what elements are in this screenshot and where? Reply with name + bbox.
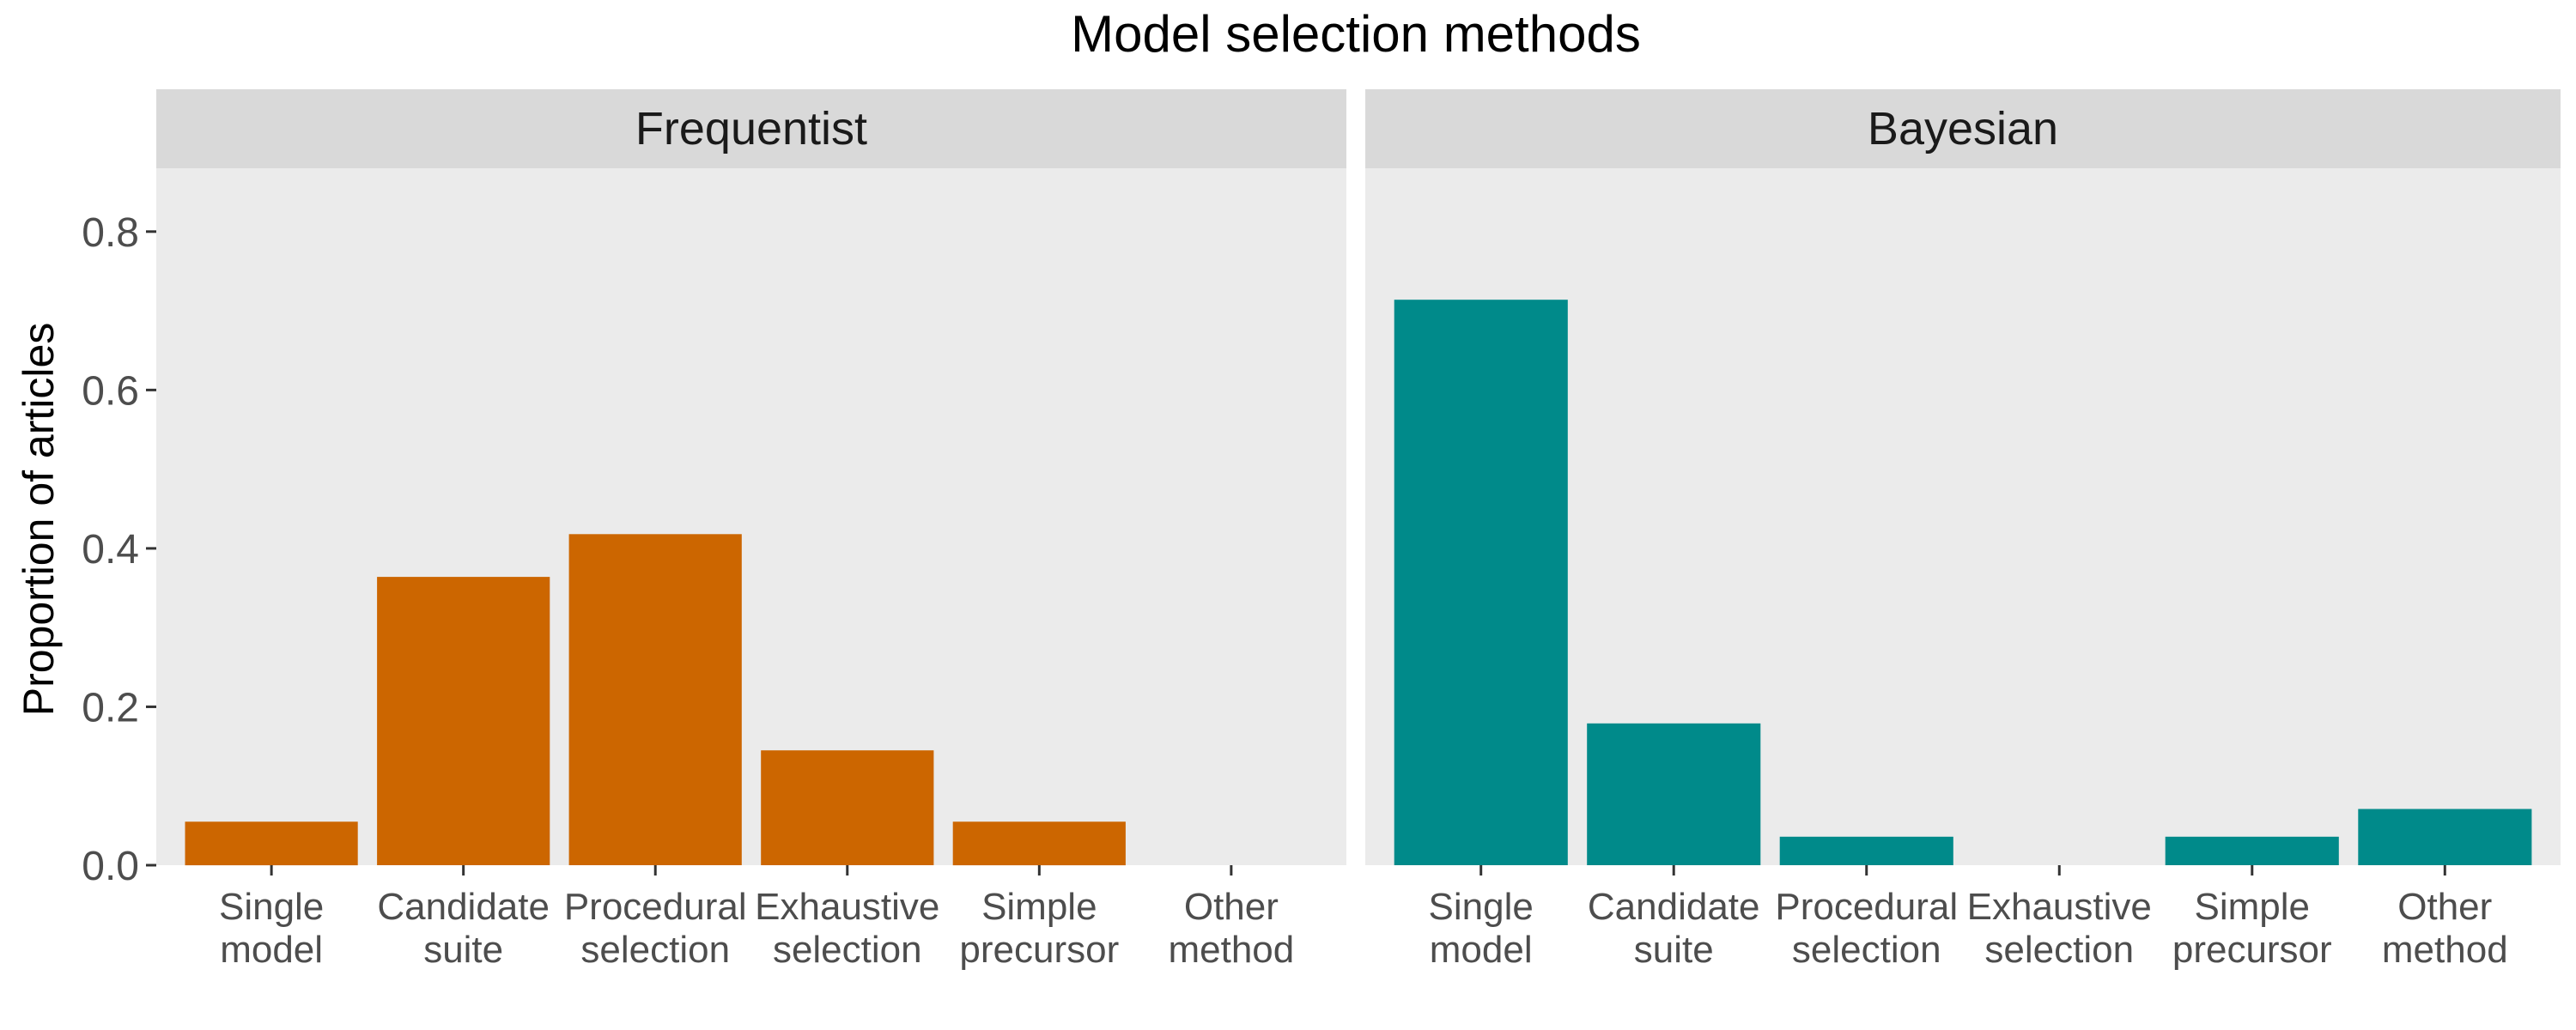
x-tick-label-line: Simple [2195,886,2311,928]
x-tick-label: Single model [1429,886,1534,971]
x-tick-label: Candidate suite [1588,886,1760,971]
x-tick-label-line: selection [773,929,922,971]
x-tick-label-line: Candidate [1588,886,1760,928]
x-tick-label: Procedural selection [1775,886,1958,971]
bar-frequentist-procedural-selection [568,534,742,865]
bar-frequentist-exhaustive-selection [761,750,934,865]
x-tick-label-line: suite [1634,929,1714,971]
bar-frequentist-candidate-suite [377,577,550,865]
bar-frequentist-single-model [185,821,358,866]
x-tick-label: Candidate suite [377,886,550,971]
facet-strip-label: Frequentist [635,103,867,154]
x-tick-label-line: Procedural [1775,886,1958,928]
x-tick-label: Exhaustive selection [755,886,939,971]
x-tick-label: Other method [1168,886,1294,971]
x-tick-label: Procedural selection [564,886,747,971]
x-tick-label-line: Candidate [377,886,550,928]
x-tick-label-line: selection [1984,929,2134,971]
y-axis-title: Proportion of articles [15,323,63,717]
x-tick-label-line: precursor [959,929,1119,971]
x-tick-label-line: selection [1792,929,1941,971]
x-tick-label-line: precursor [2172,929,2332,971]
x-tick-label-line: model [220,929,323,971]
y-tick-label: 0.6 [82,368,139,414]
y-axis: 0.0 0.2 0.4 0.6 0.8 [82,210,156,889]
y-tick-label: 0.4 [82,527,139,573]
x-tick-label: Exhaustive selection [1967,886,2152,971]
x-tick-label-line: Other [2397,886,2492,928]
bar-bayesian-candidate-suite [1587,723,1761,865]
x-tick-label-line: Single [219,886,324,928]
y-tick-label: 0.0 [82,844,139,889]
x-tick-label-line: Other [1184,886,1279,928]
x-tick-label-line: model [1430,929,1533,971]
x-tick-label-line: Procedural [564,886,747,928]
facet-strip [1365,89,2561,168]
chart-title: Model selection methods [1071,5,1641,63]
facet-strip [156,89,1346,168]
x-tick-label-line: Simple [981,886,1097,928]
bar-frequentist-simple-precursor [952,821,1126,866]
x-tick-label: Other method [2382,886,2508,971]
bar-bayesian-procedural-selection [1779,836,1953,865]
bar-bayesian-single-model [1394,300,1568,865]
x-tick-label: Single model [219,886,324,971]
bar-bayesian-simple-precursor [2165,836,2339,865]
x-tick-label: Simple precursor [959,886,1119,971]
bar-bayesian-other-method [2358,809,2532,865]
y-tick-label: 0.8 [82,210,139,256]
facet-strip-label: Bayesian [1868,103,2058,154]
x-tick-label-line: selection [580,929,730,971]
x-tick-label-line: method [1168,929,1294,971]
x-tick-label: Simple precursor [2172,886,2332,971]
x-tick-label-line: Exhaustive [1967,886,2152,928]
x-tick-label-line: Single [1429,886,1534,928]
x-tick-label-line: Exhaustive [755,886,939,928]
y-tick-label: 0.2 [82,685,139,730]
x-tick-label-line: method [2382,929,2508,971]
x-tick-label-line: suite [423,929,503,971]
panel-background [156,168,1346,865]
